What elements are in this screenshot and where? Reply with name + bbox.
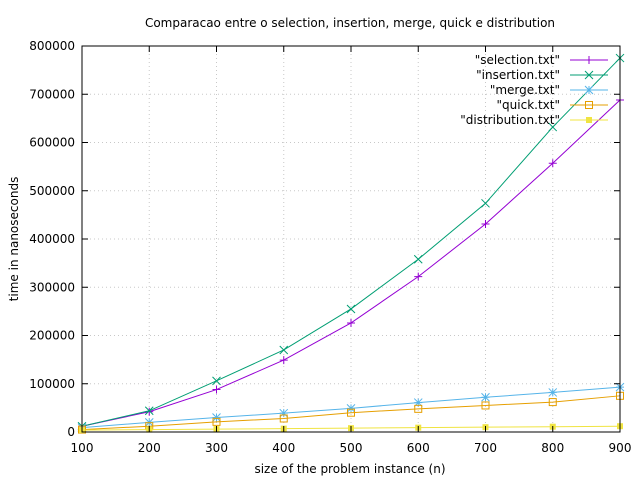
legend-label: "insertion.txt" [476, 68, 560, 82]
data-point [414, 272, 423, 281]
data-point [144, 406, 154, 416]
y-tick-label: 800000 [29, 39, 75, 53]
data-point [548, 398, 557, 407]
data-point [481, 392, 490, 402]
data-point [346, 304, 356, 314]
data-point [548, 122, 558, 132]
data-point [413, 398, 423, 407]
legend: "selection.txt""insertion.txt""merge.txt… [460, 53, 608, 127]
y-tick-label: 500000 [29, 184, 75, 198]
data-point [585, 56, 593, 64]
x-tick-label: 300 [205, 441, 228, 455]
data-point [279, 356, 288, 365]
axis-ticks: 100 200 300 400 500 600 700 800 900 0 100000 200000… [29, 39, 631, 455]
data-point [481, 220, 490, 229]
legend-label: "merge.txt" [490, 83, 560, 97]
grid-lines [82, 46, 620, 432]
data-point [212, 417, 221, 426]
data-point [279, 408, 289, 418]
x-axis-label: size of the problem instance (n) [254, 462, 445, 476]
x-tick-label: 900 [609, 441, 632, 455]
data-point [212, 376, 221, 386]
x-tick-label: 800 [541, 441, 564, 455]
data-point [481, 401, 490, 410]
y-tick-label: 700000 [29, 87, 75, 101]
y-tick-label: 300000 [29, 280, 75, 294]
data-point [347, 318, 355, 327]
data-point [585, 101, 593, 109]
series-line [81, 99, 621, 427]
data-point [584, 70, 594, 80]
data-point [346, 404, 356, 413]
data-point [548, 388, 558, 397]
x-tick-label: 200 [138, 441, 161, 455]
data-point [212, 385, 221, 394]
data-point [347, 408, 355, 417]
y-tick-label: 100000 [29, 377, 75, 391]
y-tick-label: 0 [67, 425, 75, 439]
legend-label: "distribution.txt" [460, 113, 560, 127]
data-point [586, 117, 592, 123]
x-tick-label: 600 [407, 441, 430, 455]
x-tick-label: 400 [272, 441, 295, 455]
legend-label: "quick.txt" [497, 98, 560, 112]
data-point [212, 413, 221, 422]
x-tick-label: 500 [340, 441, 363, 455]
y-tick-label: 400000 [29, 232, 75, 246]
x-tick-label: 100 [71, 441, 94, 455]
data-point [414, 404, 423, 413]
chart-title: Comparacao entre o selection, insertion,… [145, 16, 555, 30]
series-line [81, 395, 621, 431]
x-tick-label: 700 [474, 441, 497, 455]
y-tick-label: 200000 [29, 329, 75, 343]
y-axis-label: time in nanoseconds [7, 177, 21, 302]
data-point [279, 414, 288, 423]
data-point [481, 198, 490, 208]
data-point [548, 159, 557, 168]
data-point [413, 254, 423, 264]
data-point [279, 345, 289, 355]
data-point [584, 85, 594, 95]
y-tick-label: 600000 [29, 136, 75, 150]
legend-label: "selection.txt" [475, 53, 560, 67]
